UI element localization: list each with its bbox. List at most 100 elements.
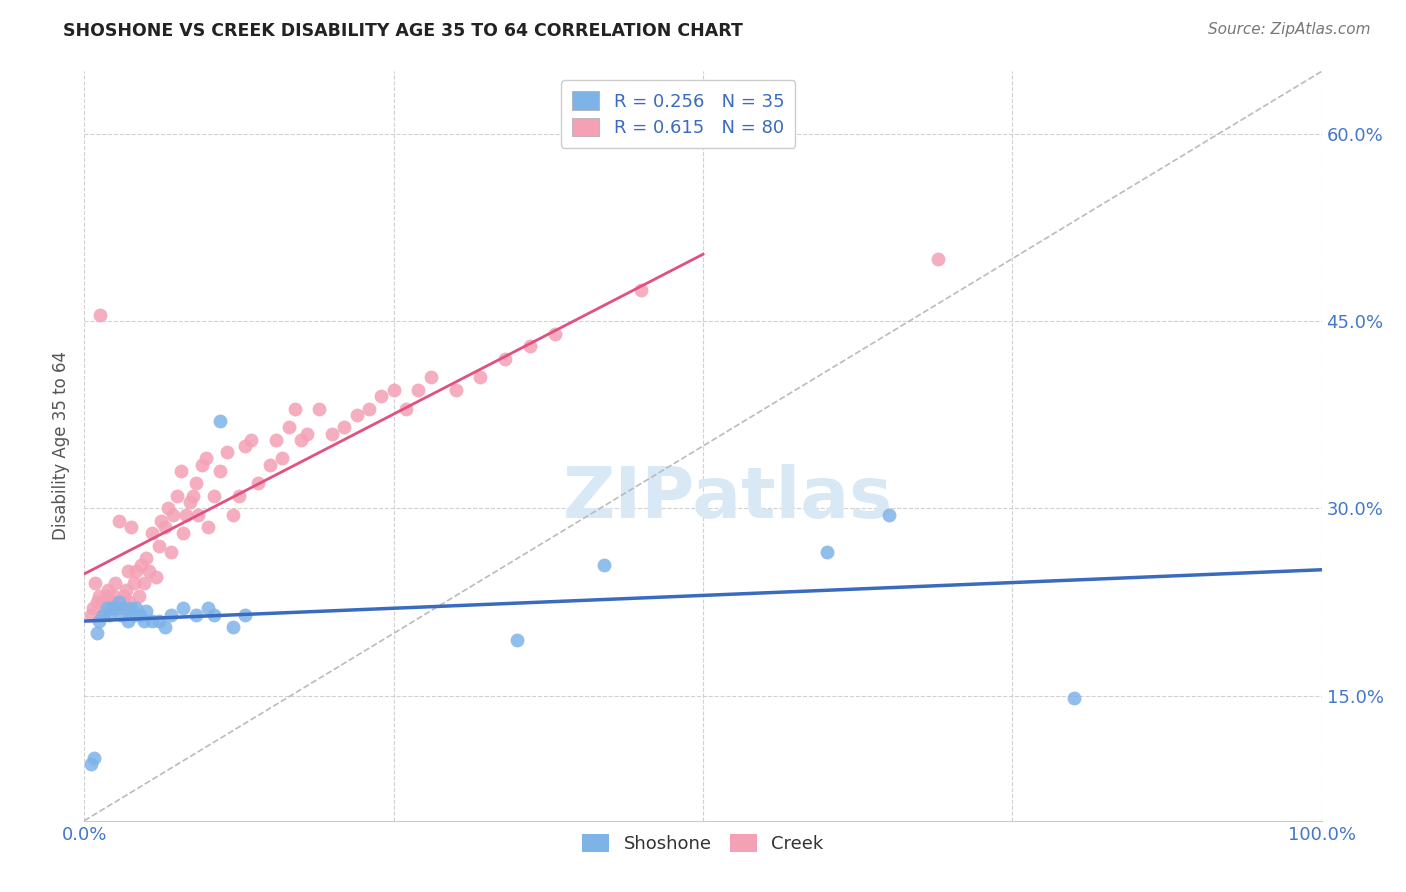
Point [284, 401, 307, 416]
Point [125, 601, 148, 615]
Point [215, 445, 238, 459]
Point [277, 420, 299, 434]
Point [108, 595, 131, 609]
Point [160, 545, 183, 559]
Point [259, 458, 281, 472]
Point [927, 252, 949, 266]
Point [117, 614, 139, 628]
Point [187, 508, 209, 522]
Point [145, 570, 167, 584]
Point [104, 576, 127, 591]
Legend: Shoshone, Creek: Shoshone, Creek [575, 827, 831, 860]
Point [86, 626, 108, 640]
Point [122, 607, 145, 622]
Point [815, 545, 838, 559]
Point [184, 476, 207, 491]
Point [84, 576, 107, 591]
Point [93, 595, 115, 609]
Point [202, 489, 225, 503]
Point [97, 582, 120, 597]
Point [83, 751, 105, 765]
Point [86, 595, 108, 609]
Point [89, 589, 111, 603]
Point [157, 501, 180, 516]
Point [79, 607, 101, 622]
Point [172, 601, 194, 615]
Point [197, 520, 219, 534]
Point [100, 595, 122, 609]
Point [98, 601, 121, 615]
Point [506, 632, 529, 647]
Point [179, 495, 201, 509]
Point [118, 595, 141, 609]
Point [333, 420, 356, 434]
Point [197, 601, 219, 615]
Text: SHOSHONE VS CREEK DISABILITY AGE 35 TO 64 CORRELATION CHART: SHOSHONE VS CREEK DISABILITY AGE 35 TO 6… [63, 22, 744, 40]
Point [321, 426, 343, 441]
Point [153, 520, 176, 534]
Point [96, 589, 118, 603]
Point [98, 607, 121, 622]
Point [132, 614, 155, 628]
Point [108, 514, 131, 528]
Y-axis label: Disability Age 35 to 64: Disability Age 35 to 64 [52, 351, 70, 541]
Point [494, 351, 516, 366]
Point [222, 620, 245, 634]
Point [132, 576, 155, 591]
Point [370, 389, 392, 403]
Point [308, 401, 330, 416]
Point [233, 439, 256, 453]
Point [125, 564, 148, 578]
Point [105, 601, 128, 615]
Point [96, 601, 118, 615]
Point [357, 401, 380, 416]
Point [543, 326, 565, 341]
Point [82, 601, 104, 615]
Point [135, 551, 157, 566]
Text: Source: ZipAtlas.com: Source: ZipAtlas.com [1208, 22, 1371, 37]
Point [150, 514, 173, 528]
Point [160, 607, 183, 622]
Point [382, 383, 405, 397]
Point [89, 614, 111, 628]
Point [202, 607, 225, 622]
Point [444, 383, 467, 397]
Point [593, 558, 616, 572]
Point [194, 451, 217, 466]
Point [470, 370, 492, 384]
Point [209, 414, 232, 428]
Point [129, 558, 152, 572]
Point [630, 283, 652, 297]
Point [419, 370, 441, 384]
Point [519, 339, 541, 353]
Point [209, 464, 232, 478]
Point [184, 607, 207, 622]
Point [103, 589, 125, 603]
Point [240, 433, 263, 447]
Point [138, 564, 160, 578]
Point [271, 451, 294, 466]
Point [112, 601, 135, 615]
Text: ZIPatlas: ZIPatlas [562, 464, 893, 533]
Point [172, 526, 194, 541]
Point [408, 383, 430, 397]
Point [112, 589, 135, 603]
Point [1063, 691, 1085, 706]
Point [117, 564, 139, 578]
Point [222, 508, 245, 522]
Point [174, 508, 197, 522]
Point [166, 489, 188, 503]
Point [91, 607, 114, 622]
Point [290, 433, 312, 447]
Point [153, 620, 176, 634]
Point [129, 607, 152, 622]
Point [141, 614, 163, 628]
Point [104, 601, 127, 615]
Point [246, 476, 269, 491]
Point [228, 489, 250, 503]
Point [135, 604, 157, 618]
Point [100, 601, 122, 615]
Point [128, 589, 150, 603]
Point [181, 489, 204, 503]
Point [162, 508, 184, 522]
